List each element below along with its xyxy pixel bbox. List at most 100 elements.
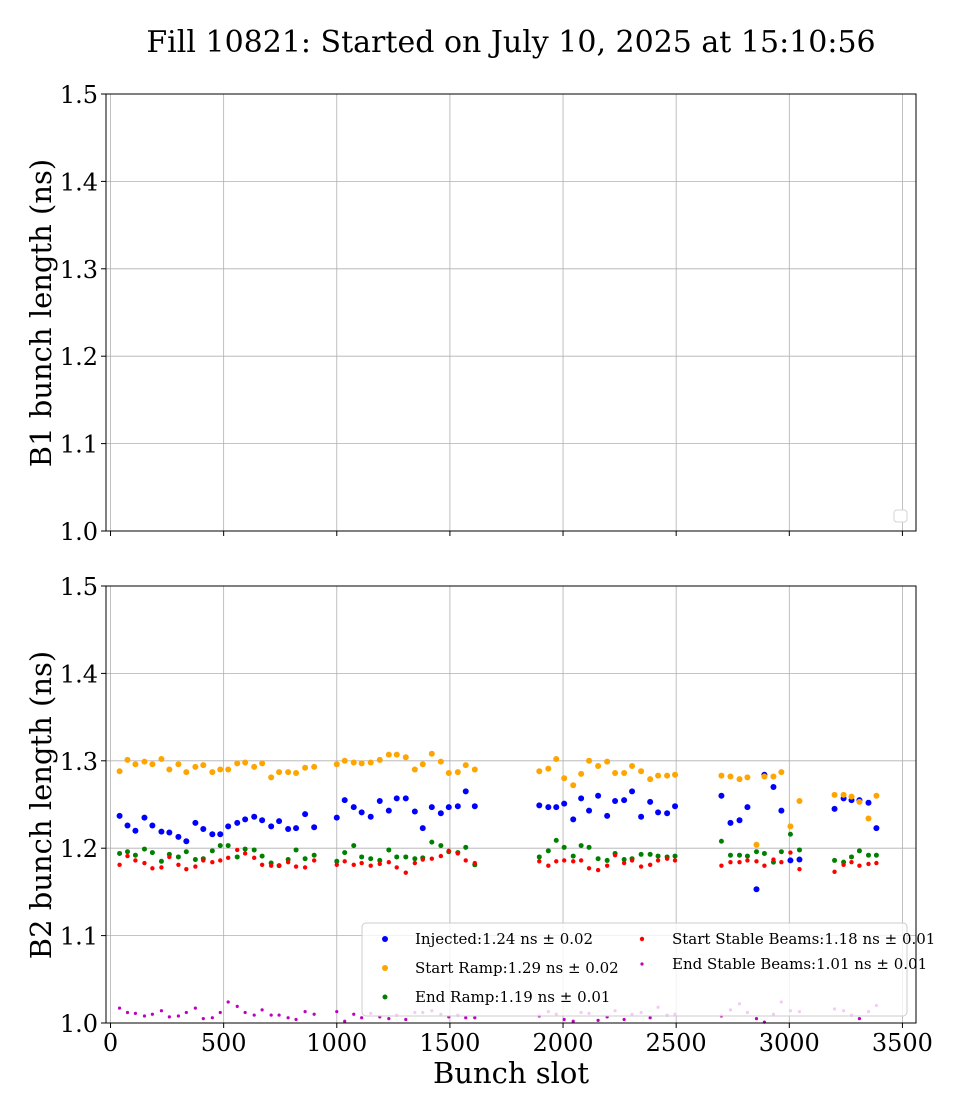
b2-point: [166, 766, 173, 773]
b2-point: [158, 828, 165, 835]
b2-ticks: 0 500 1000 1500 2000 2500 3000 3500 1.0 1.1 1.2 1.3…: [60, 573, 933, 1057]
b2-point: [234, 760, 241, 767]
b2-point: [217, 843, 223, 849]
b2-point: [561, 858, 567, 863]
b2-point: [268, 823, 275, 830]
b2-point: [210, 859, 215, 865]
b2-point: [192, 857, 198, 863]
b1-panel: 1.0 1.1 1.2 1.3 1.4 1.5 B1 bunch length (ns): [24, 81, 917, 546]
b2-point: [402, 795, 409, 802]
b2-point: [210, 1016, 214, 1020]
b2-point: [200, 762, 207, 769]
b2-point: [411, 766, 418, 773]
b2-point: [150, 1012, 154, 1016]
b2-point: [312, 1012, 316, 1016]
b2-point: [664, 810, 671, 817]
b2-point: [268, 774, 275, 781]
b2-point: [311, 763, 318, 770]
b2-point: [259, 760, 266, 767]
b2-point: [546, 863, 551, 868]
b2-point: [124, 756, 131, 763]
b2-point: [655, 853, 661, 859]
b2-point: [672, 853, 678, 859]
b2-point: [218, 858, 223, 863]
b2-point: [350, 804, 357, 811]
b2-point: [285, 769, 292, 776]
b2-point: [849, 854, 855, 860]
b2-point: [761, 773, 768, 780]
b2-point: [647, 798, 654, 805]
b2-point: [341, 757, 348, 764]
b2-point: [629, 788, 636, 795]
b2-point: [454, 769, 461, 776]
b2-point: [655, 809, 662, 816]
b2-ytick-label: 1.5: [60, 573, 98, 601]
b2-point: [333, 761, 340, 768]
legend-box: [361, 922, 908, 1017]
b2-point: [351, 862, 356, 868]
b2-point: [596, 1018, 600, 1022]
b2-point: [193, 1006, 197, 1010]
b2-point: [629, 763, 636, 770]
b2-point: [158, 756, 165, 763]
b2-point: [269, 1013, 273, 1017]
b2-point: [537, 859, 542, 864]
b2-point: [778, 807, 785, 814]
b2-point: [183, 769, 190, 776]
b2-point: [664, 856, 670, 861]
b2-point: [754, 859, 759, 864]
b2-point: [796, 798, 803, 805]
b2-ytick-label: 1.1: [60, 923, 98, 951]
b2-point: [368, 863, 373, 868]
b2-point: [578, 770, 585, 777]
b2-point: [175, 761, 182, 768]
b2-ytick-label: 1.2: [60, 835, 98, 863]
b2-point: [629, 858, 635, 863]
b2-point: [437, 810, 444, 817]
b2-point: [429, 839, 435, 845]
b1-y-axis-label: B1 bunch length (ns): [24, 159, 58, 467]
legend-entry: Start Stable Beams:1.18 ns ± 0.01: [672, 930, 935, 948]
b2-point: [302, 811, 309, 818]
b2-point: [648, 1016, 652, 1020]
b2-point: [277, 1013, 281, 1017]
b2-point: [472, 860, 477, 866]
legend-entry: Start Ramp:1.29 ns ± 0.02: [415, 959, 619, 977]
b1-ytick-label: 1.4: [60, 168, 98, 196]
b2-point: [285, 859, 291, 865]
b2-point: [404, 1017, 408, 1022]
b2-point: [343, 1019, 347, 1023]
b2-point: [175, 833, 182, 840]
b2-point: [718, 772, 725, 779]
b2-point: [727, 773, 734, 780]
b2-point: [428, 804, 435, 811]
b2-point: [377, 861, 382, 867]
b2-point: [293, 847, 299, 853]
b2-point: [737, 859, 742, 865]
b2-point: [235, 847, 240, 853]
b2-point: [412, 860, 418, 866]
b2-point: [403, 870, 408, 875]
b2-point: [578, 858, 584, 863]
b2-point: [545, 765, 552, 772]
b2-point: [334, 862, 339, 868]
b2-point: [251, 847, 257, 853]
b2-point: [621, 797, 628, 804]
b2-xtick-label: 1000: [306, 1029, 367, 1057]
b2-point: [745, 858, 750, 863]
b2-point: [393, 751, 400, 758]
b2-point: [770, 773, 777, 780]
b2-point: [553, 756, 560, 763]
b2-point: [358, 760, 365, 767]
b2-point: [209, 769, 216, 776]
b2-point: [621, 857, 627, 863]
b2-point: [857, 863, 862, 868]
b2-point: [116, 768, 123, 775]
b2-point: [412, 856, 418, 862]
b2-point: [545, 804, 552, 811]
b2-point: [141, 846, 147, 852]
b2-point: [586, 757, 593, 764]
b2-point: [235, 1004, 239, 1008]
b2-point: [586, 844, 592, 850]
b2-point: [778, 849, 784, 855]
